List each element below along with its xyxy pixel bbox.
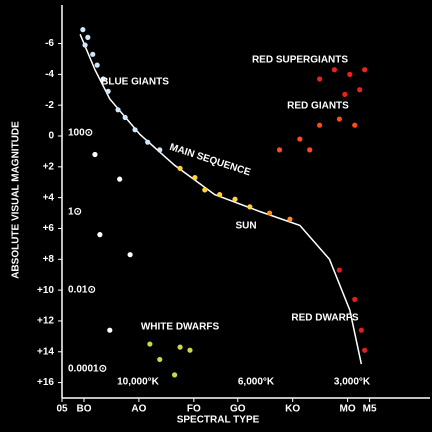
star [145,139,151,145]
y-tick-label: +2 [43,161,55,172]
star [115,107,121,113]
star [352,122,358,128]
temperature-label: 6,000°K [238,377,275,388]
temperature-label: 3,000°K [334,377,371,388]
luminosity-label: 0.0001⊙ [68,364,107,375]
star [177,165,183,171]
main-sequence-curve [79,33,363,365]
y-tick-label: +8 [43,254,55,265]
star [317,76,323,82]
star [132,127,138,133]
annotation: SUN [235,221,256,232]
y-axis-label: ABSOLUTE VISUAL MAGNITUDE [11,121,22,279]
annotation: BLUE GIANTS [101,77,169,88]
star [85,34,91,40]
star [157,356,163,363]
star [147,341,153,347]
y-tick-label: +16 [37,377,54,388]
star [97,232,103,238]
star [362,67,368,73]
annotation: RED DWARFS [291,313,359,324]
star [217,191,223,198]
y-tick-label: +14 [37,346,54,357]
star [171,372,178,378]
x-tick-label: KO [285,404,300,415]
y-tick-label: +12 [37,316,54,327]
x-tick-label: AO [131,404,146,415]
star [331,67,338,73]
star [202,187,208,193]
x-tick-label: BO [76,404,91,415]
star [307,147,313,153]
star [127,252,133,258]
star [192,175,198,181]
temperature-label: 10,000°K [117,377,160,388]
star [107,327,113,333]
luminosity-label: 0.01⊙ [68,285,96,296]
star [122,114,128,121]
star [187,347,193,353]
y-tick-label: +10 [37,285,54,296]
star [94,62,100,68]
star [358,327,364,333]
star [232,196,238,202]
star [347,71,353,77]
y-tick-label: 0 [48,131,54,142]
y-tick-label: -2 [45,100,54,111]
star [336,267,342,273]
luminosity-label: 100⊙ [68,128,93,139]
star [80,27,86,33]
star [157,147,163,153]
x-tick-label: FO [187,404,201,415]
star [336,116,342,122]
star [90,51,96,57]
annotation: WHITE DWARFS [141,322,220,333]
x-tick-label: MO [340,404,356,415]
x-tick-label: M5 [363,404,377,415]
star [362,347,368,353]
star [267,210,273,216]
star [287,216,293,222]
star [92,151,98,158]
star [105,88,111,94]
star [317,122,323,128]
star [276,147,283,153]
star [357,87,363,93]
star [342,91,348,97]
star [247,204,253,210]
y-tick-label: -4 [45,69,54,80]
star [297,136,303,142]
x-tick-label: 05 [56,404,68,415]
annotation: RED SUPERGIANTS [252,55,348,66]
star [100,76,106,82]
y-tick-label: -6 [45,38,54,49]
star [117,176,123,182]
y-tick-label: +4 [43,192,55,203]
star [177,344,183,350]
star [82,42,88,48]
x-axis-label: SPECTRAL TYPE [177,415,260,426]
luminosity-label: 1⊙ [68,207,82,218]
x-tick-label: GO [230,404,246,415]
annotation: RED GIANTS [287,101,349,112]
star [352,296,358,302]
y-tick-label: +6 [43,223,55,234]
